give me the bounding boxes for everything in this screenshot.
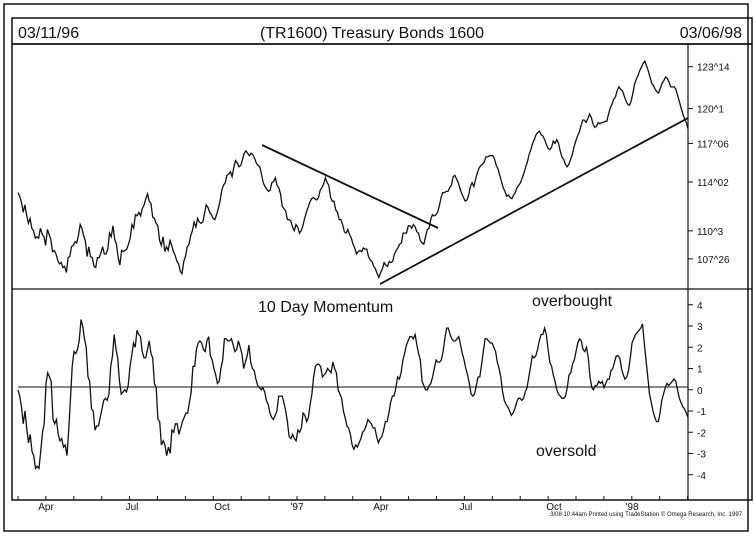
x-tick-label: Apr xyxy=(373,502,389,513)
momentum-y-tick-label: 2 xyxy=(697,343,703,354)
price-y-tick-label: 120^1 xyxy=(697,105,724,116)
x-tick-label: Jul xyxy=(126,502,139,513)
momentum-y-tick-label: -3 xyxy=(697,450,706,461)
x-tick-label: Oct xyxy=(214,502,230,513)
momentum-y-tick-label: -4 xyxy=(697,471,706,482)
momentum-panel xyxy=(17,319,689,470)
x-tick-label: Jul xyxy=(460,502,473,513)
momentum-y-tick-label: 0 xyxy=(697,386,703,397)
momentum-y-tick-label: 1 xyxy=(697,365,703,376)
support-trendline xyxy=(379,117,689,285)
x-tick-label: '98 xyxy=(625,502,638,513)
price-y-axis: 123^14 120^1 117^06 114^02 110^3 107^26 xyxy=(688,63,730,266)
x-tick-label: Apr xyxy=(38,502,54,513)
price-y-tick-label: 114^02 xyxy=(697,178,729,189)
x-axis: Apr Jul Oct '97 Apr Jul Oct '98 xyxy=(12,496,689,513)
momentum-y-tick-label: 3 xyxy=(697,322,703,333)
price-y-tick-label: 117^06 xyxy=(697,140,729,151)
x-tick-label: Oct xyxy=(546,502,562,513)
momentum-y-tick-label: -1 xyxy=(697,407,706,418)
overbought-label: overbought xyxy=(532,293,613,310)
price-y-tick-label: 123^14 xyxy=(697,63,730,74)
price-series-line xyxy=(17,59,689,280)
outer-border xyxy=(3,3,749,532)
x-tick-label: '97 xyxy=(290,502,303,513)
price-y-tick-label: 110^3 xyxy=(697,227,724,238)
momentum-series-line xyxy=(17,319,689,470)
momentum-y-tick-label: 4 xyxy=(697,301,703,312)
footer-credit: 3/08 10:44am Printed using TradeStation … xyxy=(550,511,743,518)
price-y-tick-label: 107^26 xyxy=(697,255,730,266)
header-start-date: 03/11/96 xyxy=(18,25,79,42)
momentum-y-axis: 4 3 2 1 0 -1 -2 -3 -4 xyxy=(688,301,706,482)
resistance-trendline xyxy=(261,144,439,229)
momentum-label: 10 Day Momentum xyxy=(258,299,393,316)
oversold-label: oversold xyxy=(536,443,596,460)
header-end-date: 03/06/98 xyxy=(680,25,742,42)
momentum-y-tick-label: -2 xyxy=(697,428,706,439)
chart-title: (TR1600) Treasury Bonds 1600 xyxy=(260,25,484,42)
price-panel xyxy=(17,59,689,280)
